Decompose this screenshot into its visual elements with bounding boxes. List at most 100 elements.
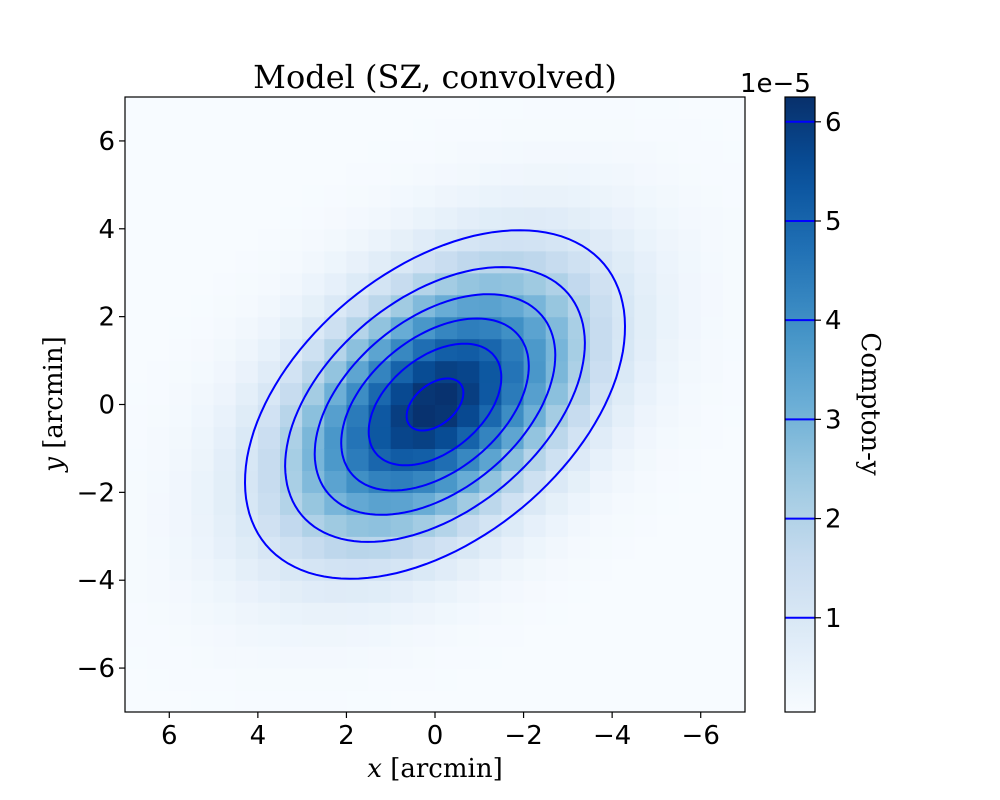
heatmap-cell xyxy=(634,228,658,252)
heatmap-cell xyxy=(390,404,414,428)
heatmap-cell xyxy=(545,228,569,252)
heatmap-cell xyxy=(545,492,569,515)
heatmap-cell xyxy=(302,580,325,603)
heatmap-cell xyxy=(280,360,303,384)
heatmap-cell xyxy=(700,272,724,296)
heatmap-cell xyxy=(745,163,768,186)
heatmap-cell xyxy=(435,360,458,384)
heatmap-cell xyxy=(745,646,768,669)
heatmap-cell xyxy=(656,316,680,340)
heatmap-cell xyxy=(745,448,768,471)
heatmap-cell xyxy=(545,580,569,603)
heatmap-cell xyxy=(457,316,480,340)
heatmap-cell xyxy=(368,272,392,296)
heatmap-cell xyxy=(169,536,193,559)
heatmap-cell xyxy=(235,624,259,647)
heatmap-cell xyxy=(745,383,768,406)
heatmap-cell xyxy=(302,228,325,252)
heatmap-cell xyxy=(169,448,193,471)
heatmap-cell xyxy=(612,514,635,537)
heatmap-cell xyxy=(501,558,525,581)
heatmap-cell xyxy=(678,338,702,362)
heatmap-cell xyxy=(590,536,613,559)
heatmap-cell xyxy=(523,162,547,186)
heatmap-cell xyxy=(191,338,215,362)
heatmap-cell xyxy=(213,184,237,208)
heatmap-cell xyxy=(567,514,591,537)
heatmap-cell xyxy=(280,162,303,186)
heatmap-cell xyxy=(213,514,237,537)
heatmap-cell xyxy=(612,580,635,603)
heatmap-cell xyxy=(678,294,702,318)
heatmap-cell xyxy=(435,272,458,296)
heatmap-cell xyxy=(590,162,613,186)
heatmap-cell xyxy=(634,360,658,384)
heatmap-cell xyxy=(235,558,259,581)
heatmap-cell xyxy=(700,118,724,142)
heatmap-cell xyxy=(612,426,635,450)
heatmap-cell xyxy=(745,492,768,515)
heatmap-cell xyxy=(257,206,281,230)
heatmap-cell xyxy=(302,272,325,296)
heatmap-cell xyxy=(700,162,724,186)
heatmap-cell xyxy=(590,97,613,120)
heatmap-cell xyxy=(722,404,745,428)
heatmap-cell xyxy=(346,668,370,691)
heatmap-cell xyxy=(280,448,303,471)
heatmap-cell xyxy=(412,272,436,296)
heatmap-cell xyxy=(257,404,281,428)
heatmap-cell xyxy=(700,580,724,603)
heatmap-cell xyxy=(191,97,215,120)
x-tick-label: −4 xyxy=(593,721,631,751)
heatmap-cell xyxy=(501,316,525,340)
heatmap-cell xyxy=(169,250,193,274)
heatmap-cell xyxy=(368,206,392,230)
heatmap-cell xyxy=(257,184,281,208)
heatmap-cell xyxy=(678,140,702,164)
heatmap-cell xyxy=(678,602,702,625)
y-axis-ticks: 6 4 2 0 −2 −4 −6 xyxy=(77,127,125,684)
heatmap-cell xyxy=(457,690,480,712)
heatmap-cell xyxy=(678,162,702,186)
heatmap-cell xyxy=(390,536,414,559)
heatmap-cell xyxy=(523,690,547,712)
heatmap-cell xyxy=(169,294,193,318)
heatmap-cell xyxy=(213,97,237,120)
heatmap-cell xyxy=(346,250,370,274)
heatmap-cell xyxy=(545,97,569,120)
heatmap-cell xyxy=(412,338,436,362)
heatmap-cell xyxy=(590,602,613,625)
heatmap-cell xyxy=(745,668,768,691)
heatmap-cell xyxy=(280,338,303,362)
heatmap-cell xyxy=(412,206,436,230)
heatmap-cell xyxy=(722,294,745,318)
heatmap-cell xyxy=(324,294,348,318)
heatmap-cell xyxy=(412,140,436,164)
heatmap-cell xyxy=(257,558,281,581)
heatmap-cell xyxy=(280,690,303,712)
heatmap-cell xyxy=(656,492,680,515)
heatmap-cell xyxy=(280,602,303,625)
heatmap-cell xyxy=(213,492,237,515)
heatmap-cell xyxy=(678,426,702,450)
heatmap-cell xyxy=(590,360,613,384)
heatmap-cell xyxy=(368,624,392,647)
heatmap-cell xyxy=(191,206,215,230)
heatmap-cell xyxy=(147,184,170,208)
heatmap-cell xyxy=(590,668,613,691)
heatmap-cell xyxy=(678,228,702,252)
heatmap-cell xyxy=(302,624,325,647)
heatmap-cell xyxy=(280,536,303,559)
heatmap-cell xyxy=(745,185,768,208)
heatmap-cell xyxy=(722,118,745,142)
heatmap-cell xyxy=(390,448,414,471)
heatmap-cell xyxy=(280,514,303,537)
y-axis-label-var: y xyxy=(39,457,69,473)
heatmap-cell xyxy=(213,470,237,493)
heatmap-cell xyxy=(368,294,392,318)
heatmap-cell xyxy=(213,338,237,362)
heatmap-cell xyxy=(678,404,702,428)
heatmap-cell xyxy=(457,272,480,296)
heatmap-cell xyxy=(235,184,259,208)
heatmap-cell xyxy=(722,470,745,493)
